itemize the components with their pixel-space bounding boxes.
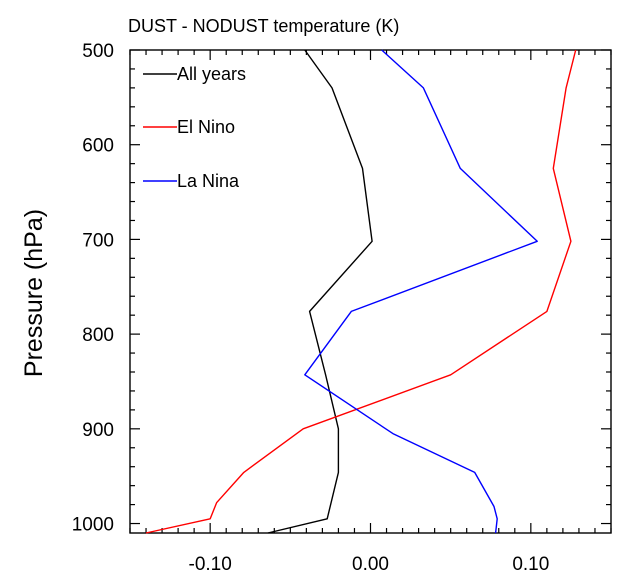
- y-tick-label: 700: [82, 230, 114, 251]
- x-tick-label: 0.10: [512, 554, 549, 575]
- legend-label: All years: [177, 64, 246, 84]
- series-line-0: [267, 49, 373, 534]
- legend-label: La Nina: [177, 171, 240, 191]
- x-axis: -0.10 0.00 0.10: [129, 50, 612, 575]
- series-lines: [145, 49, 577, 534]
- y-tick-label: 1000: [72, 515, 114, 536]
- x-tick-label: 0.00: [352, 554, 389, 575]
- series-line-2: [304, 49, 538, 534]
- y-tick-label: 800: [82, 325, 114, 346]
- legend: All years El Nino La Nina: [143, 64, 246, 191]
- legend-label: El Nino: [177, 117, 235, 137]
- y-tick-label: 500: [82, 41, 114, 62]
- y-tick-label: 900: [82, 420, 114, 441]
- y-axis: 500 600 700 800 900 1000: [72, 41, 611, 536]
- y-axis-label: Pressure (hPa): [20, 209, 48, 377]
- series-line-1: [145, 49, 577, 534]
- chart-title: DUST - NODUST temperature (K): [128, 16, 399, 36]
- y-tick-label: 600: [82, 136, 114, 157]
- x-tick-label: -0.10: [189, 554, 232, 575]
